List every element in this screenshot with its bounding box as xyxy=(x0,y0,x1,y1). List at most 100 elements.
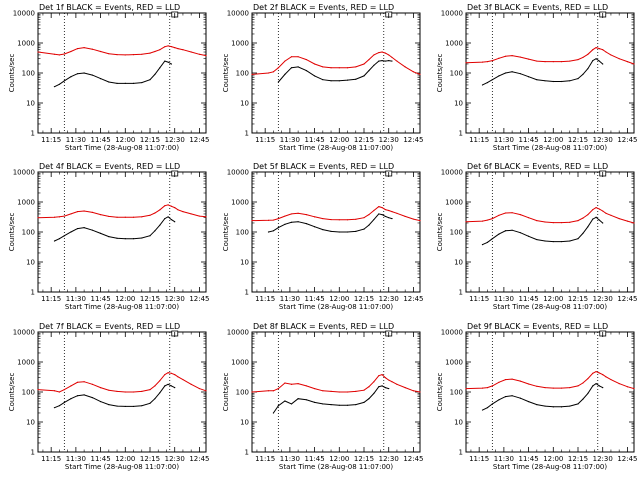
data-point-lld xyxy=(91,383,93,385)
data-point-events xyxy=(277,405,279,407)
data-point-events xyxy=(536,238,538,241)
y-axis-label: Counts/sec xyxy=(8,54,16,93)
data-point-lld xyxy=(53,53,56,55)
x-axis-label: Start Time (28-Aug-08 11:07:00) xyxy=(65,463,179,471)
series-line-events xyxy=(278,60,393,83)
data-point-events xyxy=(388,387,390,390)
data-point-lld xyxy=(284,215,286,217)
data-point-lld xyxy=(284,382,286,384)
y-tick-label: 10000 xyxy=(227,10,249,18)
data-point-lld xyxy=(577,385,579,387)
data-point-lld xyxy=(465,387,467,390)
chart-panel-7: Det 7f BLACK = Events, RED = LLD 1 10 100 10… xyxy=(8,322,210,471)
data-point-events xyxy=(592,59,594,62)
data-point-events xyxy=(124,82,126,85)
x-tick-label: 12:45 xyxy=(617,455,637,463)
x-tick-label: 12:30 xyxy=(165,455,185,463)
y-tick-label: 1 xyxy=(245,449,249,457)
data-point-events xyxy=(174,221,176,223)
data-point-events xyxy=(592,385,594,387)
x-tick-label: 11:30 xyxy=(66,295,86,303)
data-point-lld xyxy=(167,372,169,374)
data-point-events xyxy=(544,405,546,407)
data-point-lld xyxy=(251,219,253,222)
data-point-events xyxy=(149,235,151,237)
data-point-lld xyxy=(267,219,270,221)
data-point-events xyxy=(297,221,299,223)
data-point-lld xyxy=(99,214,102,216)
x-tick-label: 12:15 xyxy=(568,136,588,144)
data-point-lld xyxy=(610,214,612,216)
data-point-lld xyxy=(37,389,39,391)
data-point-events xyxy=(569,405,571,407)
chart-panel-6: Det 6f BLACK = Events, RED = LLD 1 10 100 10… xyxy=(436,162,638,311)
data-point-events xyxy=(587,226,589,228)
data-point-events xyxy=(322,229,324,231)
data-point-lld xyxy=(560,60,563,63)
data-point-lld xyxy=(338,219,340,221)
data-point-lld xyxy=(305,214,307,216)
chart-title: Det 3f BLACK = Events, RED = LLD xyxy=(467,3,608,12)
data-point-lld xyxy=(116,54,118,56)
data-point-lld xyxy=(154,212,156,214)
data-point-lld xyxy=(481,220,484,222)
x-tick-label: 11:45 xyxy=(304,455,324,463)
x-tick-label: 11:30 xyxy=(280,136,300,144)
x-tick-label: 12:15 xyxy=(354,136,374,144)
y-tick-label: 100 xyxy=(236,229,249,237)
y-tick-label: 1 xyxy=(245,289,249,297)
data-point-lld xyxy=(368,386,370,388)
data-point-lld xyxy=(174,374,176,376)
y-tick-label: 1 xyxy=(459,449,463,457)
data-point-events xyxy=(108,236,110,238)
data-point-lld xyxy=(174,47,176,49)
data-point-events xyxy=(384,387,387,389)
data-point-lld xyxy=(346,391,349,393)
data-point-lld xyxy=(602,49,604,51)
y-tick-label: 100 xyxy=(22,229,35,237)
data-point-lld xyxy=(338,67,340,69)
data-point-lld xyxy=(618,383,620,385)
data-point-lld xyxy=(504,212,507,214)
data-point-lld xyxy=(154,50,156,53)
data-point-lld xyxy=(544,387,546,389)
data-point-events xyxy=(267,231,270,233)
data-point-events xyxy=(391,60,393,62)
data-point-events xyxy=(504,396,507,398)
data-point-lld xyxy=(381,51,383,53)
series-line-lld xyxy=(465,47,635,65)
data-point-lld xyxy=(388,209,390,212)
data-point-events xyxy=(598,385,601,387)
data-point-lld xyxy=(552,222,554,224)
data-point-events xyxy=(167,383,169,385)
data-point-events xyxy=(486,407,489,409)
data-point-events xyxy=(536,404,538,406)
x-tick-label: 12:00 xyxy=(115,295,135,303)
data-point-lld xyxy=(167,204,169,206)
data-point-lld xyxy=(504,378,507,381)
data-point-events xyxy=(322,403,324,405)
data-point-events xyxy=(595,383,597,385)
data-point-events xyxy=(363,228,365,230)
data-point-events xyxy=(368,398,370,400)
y-tick-label: 1 xyxy=(31,449,35,457)
data-point-lld xyxy=(297,56,299,58)
data-point-lld xyxy=(605,376,607,378)
data-point-events xyxy=(519,232,521,234)
x-tick-label: 12:45 xyxy=(617,295,637,303)
data-point-events xyxy=(486,241,489,244)
data-point-lld xyxy=(498,214,500,216)
data-point-events xyxy=(108,81,110,83)
data-point-lld xyxy=(560,387,563,389)
data-point-lld xyxy=(91,48,93,50)
x-axis-label: Start Time (28-Aug-08 11:07:00) xyxy=(65,144,179,152)
data-point-events xyxy=(527,235,530,237)
data-point-lld xyxy=(569,387,571,389)
x-tick-label: 12:15 xyxy=(568,455,588,463)
data-point-lld xyxy=(498,381,500,383)
data-point-lld xyxy=(486,60,489,63)
series-line-events xyxy=(482,216,604,246)
data-point-lld xyxy=(70,213,72,215)
data-point-lld xyxy=(164,374,166,376)
data-point-lld xyxy=(198,215,201,217)
